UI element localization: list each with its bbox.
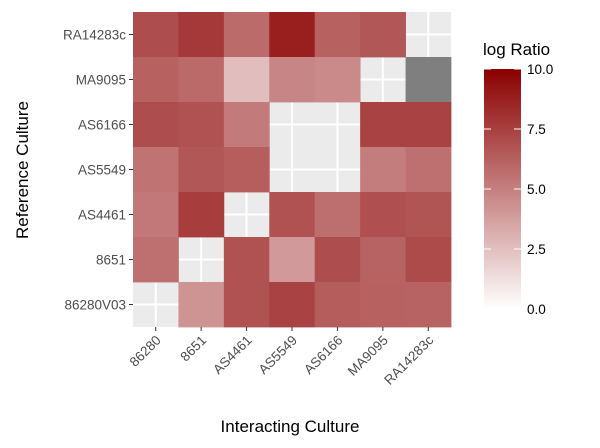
heatmap-cell — [314, 192, 361, 238]
heatmap-cell — [405, 102, 452, 148]
x-tick-label: AS5549 — [256, 333, 301, 378]
heatmap-cell — [314, 237, 361, 283]
heatmap-cell — [223, 102, 270, 148]
heatmap-cells — [133, 12, 452, 328]
heatmap-cell — [269, 282, 316, 328]
heatmap-cell — [223, 57, 270, 103]
legend-tick-label: 7.5 — [527, 122, 546, 137]
legend-tick-label: 10.0 — [527, 62, 553, 77]
heatmap-cell — [360, 12, 406, 58]
legend-tick-label: 5.0 — [527, 182, 546, 197]
heatmap-cell — [133, 12, 179, 58]
heatmap-cell — [360, 282, 406, 328]
heatmap-cell — [314, 282, 361, 328]
y-tick-label: AS5549 — [78, 163, 126, 178]
x-tick-label: 8651 — [177, 333, 209, 365]
legend-title: log Ratio — [483, 40, 550, 59]
heatmap-cell — [360, 147, 406, 193]
heatmap-cell — [133, 192, 179, 238]
legend-ticks: 0.0 2.5 5.0 7.5 10.0 — [484, 62, 553, 317]
x-tick-label: AS4461 — [210, 333, 255, 378]
heatmap-cell — [269, 237, 316, 283]
heatmap-cell — [360, 192, 406, 238]
heatmap-cell — [405, 192, 452, 238]
heatmap-cell — [360, 102, 406, 148]
heatmap-cell — [178, 57, 225, 103]
x-axis-title: Interacting Culture — [221, 417, 360, 436]
heatmap-cell — [405, 282, 452, 328]
heatmap-cell — [405, 237, 452, 283]
heatmap-cell — [133, 102, 179, 148]
heatmap-cell — [178, 147, 225, 193]
x-tick-label: MA9095 — [345, 333, 391, 379]
heatmap-cell — [405, 57, 452, 103]
heatmap-cell — [178, 12, 225, 58]
heatmap-cell — [178, 102, 225, 148]
heatmap-cell — [223, 282, 270, 328]
y-tick-label: AS4461 — [78, 208, 126, 223]
heatmap-cell — [314, 57, 361, 103]
heatmap-cell — [314, 12, 361, 58]
y-tick-label: MA9095 — [76, 73, 126, 88]
heatmap-cell — [269, 57, 316, 103]
heatmap-cell — [405, 147, 452, 193]
heatmap-cell — [178, 192, 225, 238]
heatmap-cell — [133, 57, 179, 103]
heatmap-cell — [133, 237, 179, 283]
y-axis-title: Reference Culture — [13, 101, 32, 239]
heatmap-cell — [178, 282, 225, 328]
x-tick-label: AS6166 — [301, 333, 346, 378]
x-tick-label: 86280 — [127, 333, 164, 370]
heatmap-cell — [223, 237, 270, 283]
y-tick-label: RA14283c — [63, 28, 126, 43]
y-tick-label: AS6166 — [78, 118, 126, 133]
heatmap-cell — [133, 147, 179, 193]
x-axis-ticks: 86280 8651 AS4461 AS5549 AS6166 MA9095RA14283… — [127, 327, 437, 388]
y-tick-label: 86280V03 — [64, 298, 126, 313]
y-tick-label: 8651 — [96, 253, 126, 268]
legend-tick-label: 0.0 — [527, 302, 546, 317]
x-tick-label: RA14283c — [381, 332, 436, 387]
heatmap-cell — [269, 12, 316, 58]
heatmap-cell — [269, 192, 316, 238]
heatmap-cell — [223, 147, 270, 193]
heatmap-cell — [223, 12, 270, 58]
y-axis-ticks: RA14283c MA9095 AS6166 AS5549 AS4461 8651 8628… — [63, 28, 133, 313]
heatmap-cell — [360, 237, 406, 283]
legend-tick-label: 2.5 — [527, 242, 546, 257]
